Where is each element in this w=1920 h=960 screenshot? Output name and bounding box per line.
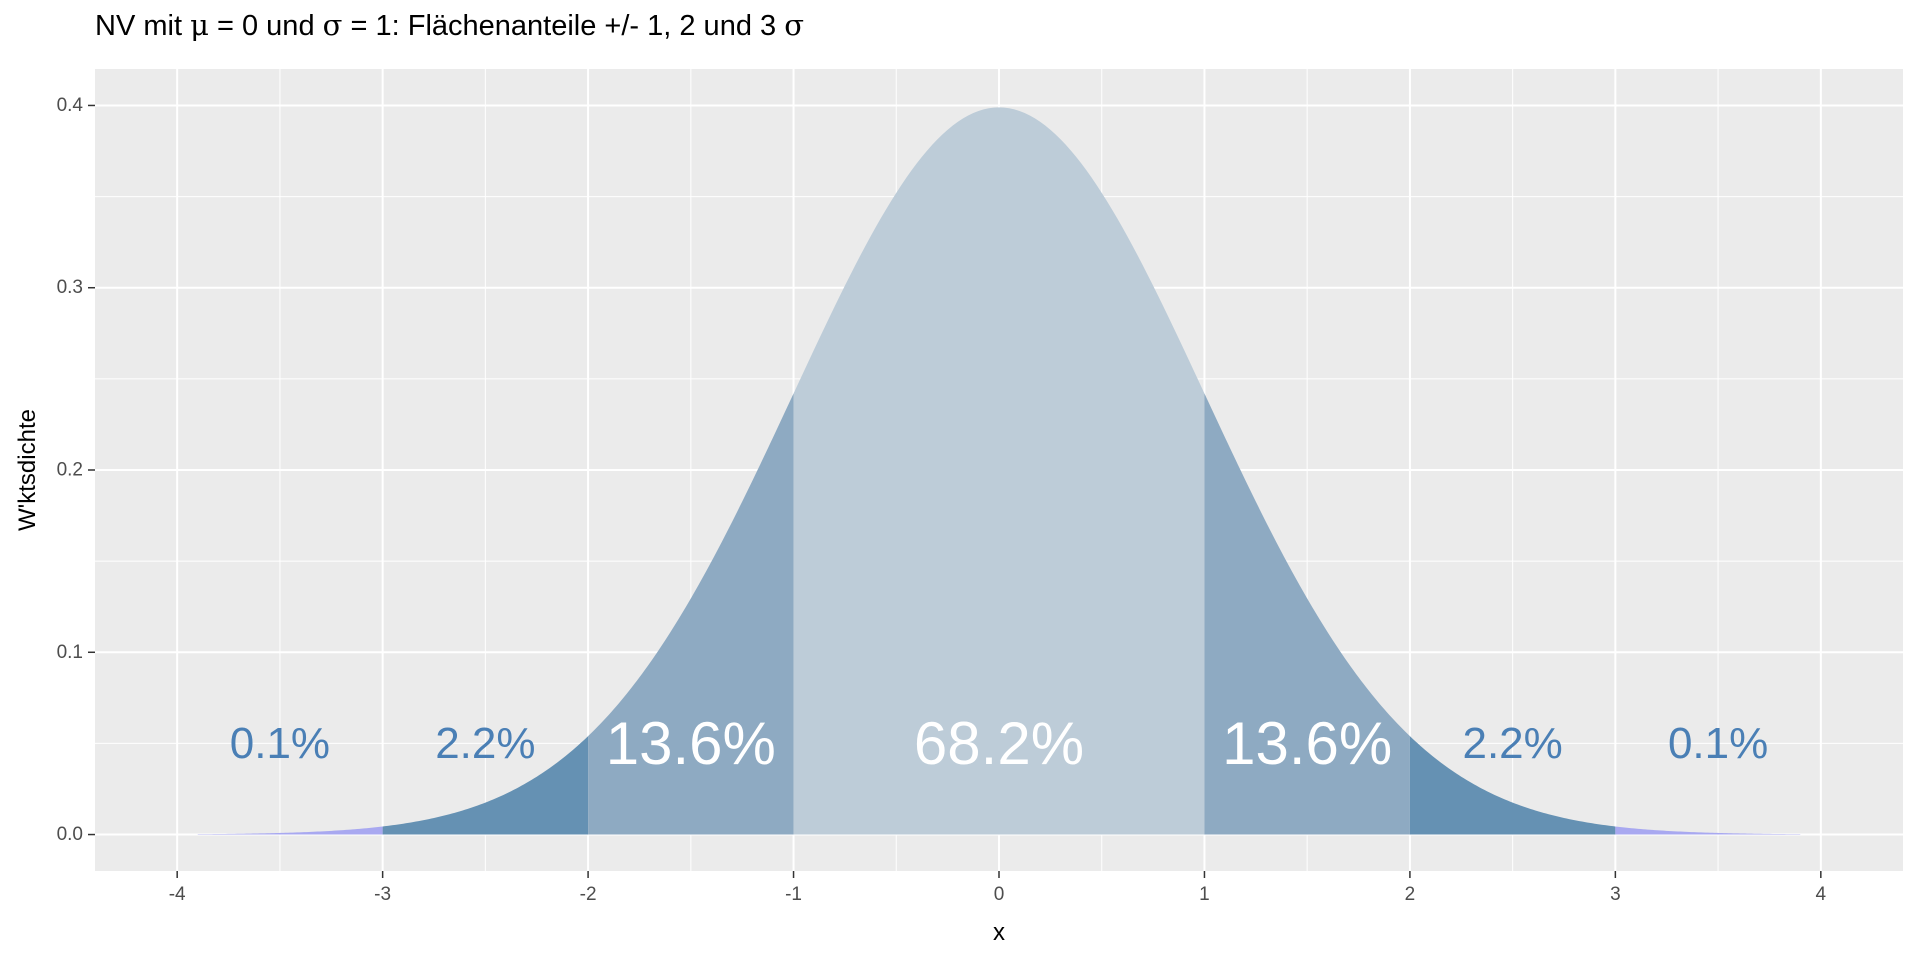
- x-tick-label: -3: [374, 884, 391, 905]
- y-tick-label: 0.3: [57, 277, 83, 298]
- y-tick-label: 0.2: [57, 460, 83, 481]
- density-region-4: [793, 107, 1205, 835]
- title-suffix: : Flächenanteile +/- 1, 2 und 3: [391, 10, 785, 42]
- title-mu-value: 0: [241, 10, 259, 42]
- chart-title: NV mit μ = 0 und σ = 1: Flächenanteile +…: [95, 8, 804, 43]
- density-region-1: [197, 826, 383, 835]
- title-eq2: =: [342, 10, 376, 42]
- y-axis-title: W'ktsdichte: [14, 409, 41, 531]
- density-region-7: [1615, 826, 1801, 835]
- title-prefix: NV mit: [95, 10, 191, 42]
- region-label-6: 2.2%: [1462, 719, 1562, 768]
- x-axis-title: x: [993, 919, 1005, 946]
- region-label-1: 0.1%: [230, 719, 330, 768]
- title-mid: und: [258, 10, 323, 42]
- x-axis: -4 -3 -2 -1 0 1 2 3 4: [169, 871, 1827, 905]
- x-tick-label: -2: [580, 884, 597, 905]
- density-region-3: [588, 393, 794, 835]
- y-tick-label: 0.0: [57, 824, 83, 845]
- title-sigma-value: 1: [375, 10, 392, 42]
- x-tick-label: 4: [1816, 884, 1827, 905]
- title-sigma-symbol: σ: [322, 8, 343, 42]
- y-axis: 0.0 0.1 0.2 0.3 0.4: [57, 95, 95, 845]
- y-tick-label: 0.1: [57, 642, 83, 663]
- x-tick-label: -1: [785, 884, 802, 905]
- x-tick-label: 2: [1405, 884, 1416, 905]
- density-region-6: [1409, 736, 1616, 835]
- title-sigma-end: σ: [784, 8, 804, 42]
- region-labels: 0.1% 2.2% 13.6% 68.2% 13.6% 2.2% 0.1%: [230, 710, 1768, 777]
- region-label-4: 68.2%: [914, 710, 1084, 777]
- density-region-5: [1204, 393, 1410, 835]
- region-label-7: 0.1%: [1668, 719, 1768, 768]
- region-label-5: 13.6%: [1222, 710, 1392, 777]
- x-tick-label: 0: [994, 884, 1005, 905]
- density-regions: [197, 107, 1801, 835]
- x-tick-label: 3: [1610, 884, 1621, 905]
- y-tick-label: 0.4: [57, 95, 84, 116]
- region-label-2: 2.2%: [435, 719, 535, 768]
- x-tick-label: 1: [1199, 884, 1210, 905]
- title-mu-symbol: μ: [190, 8, 209, 42]
- x-tick-label: -4: [169, 884, 186, 905]
- density-region-2: [382, 736, 589, 835]
- region-label-3: 13.6%: [606, 710, 776, 777]
- title-eq1: =: [208, 10, 242, 42]
